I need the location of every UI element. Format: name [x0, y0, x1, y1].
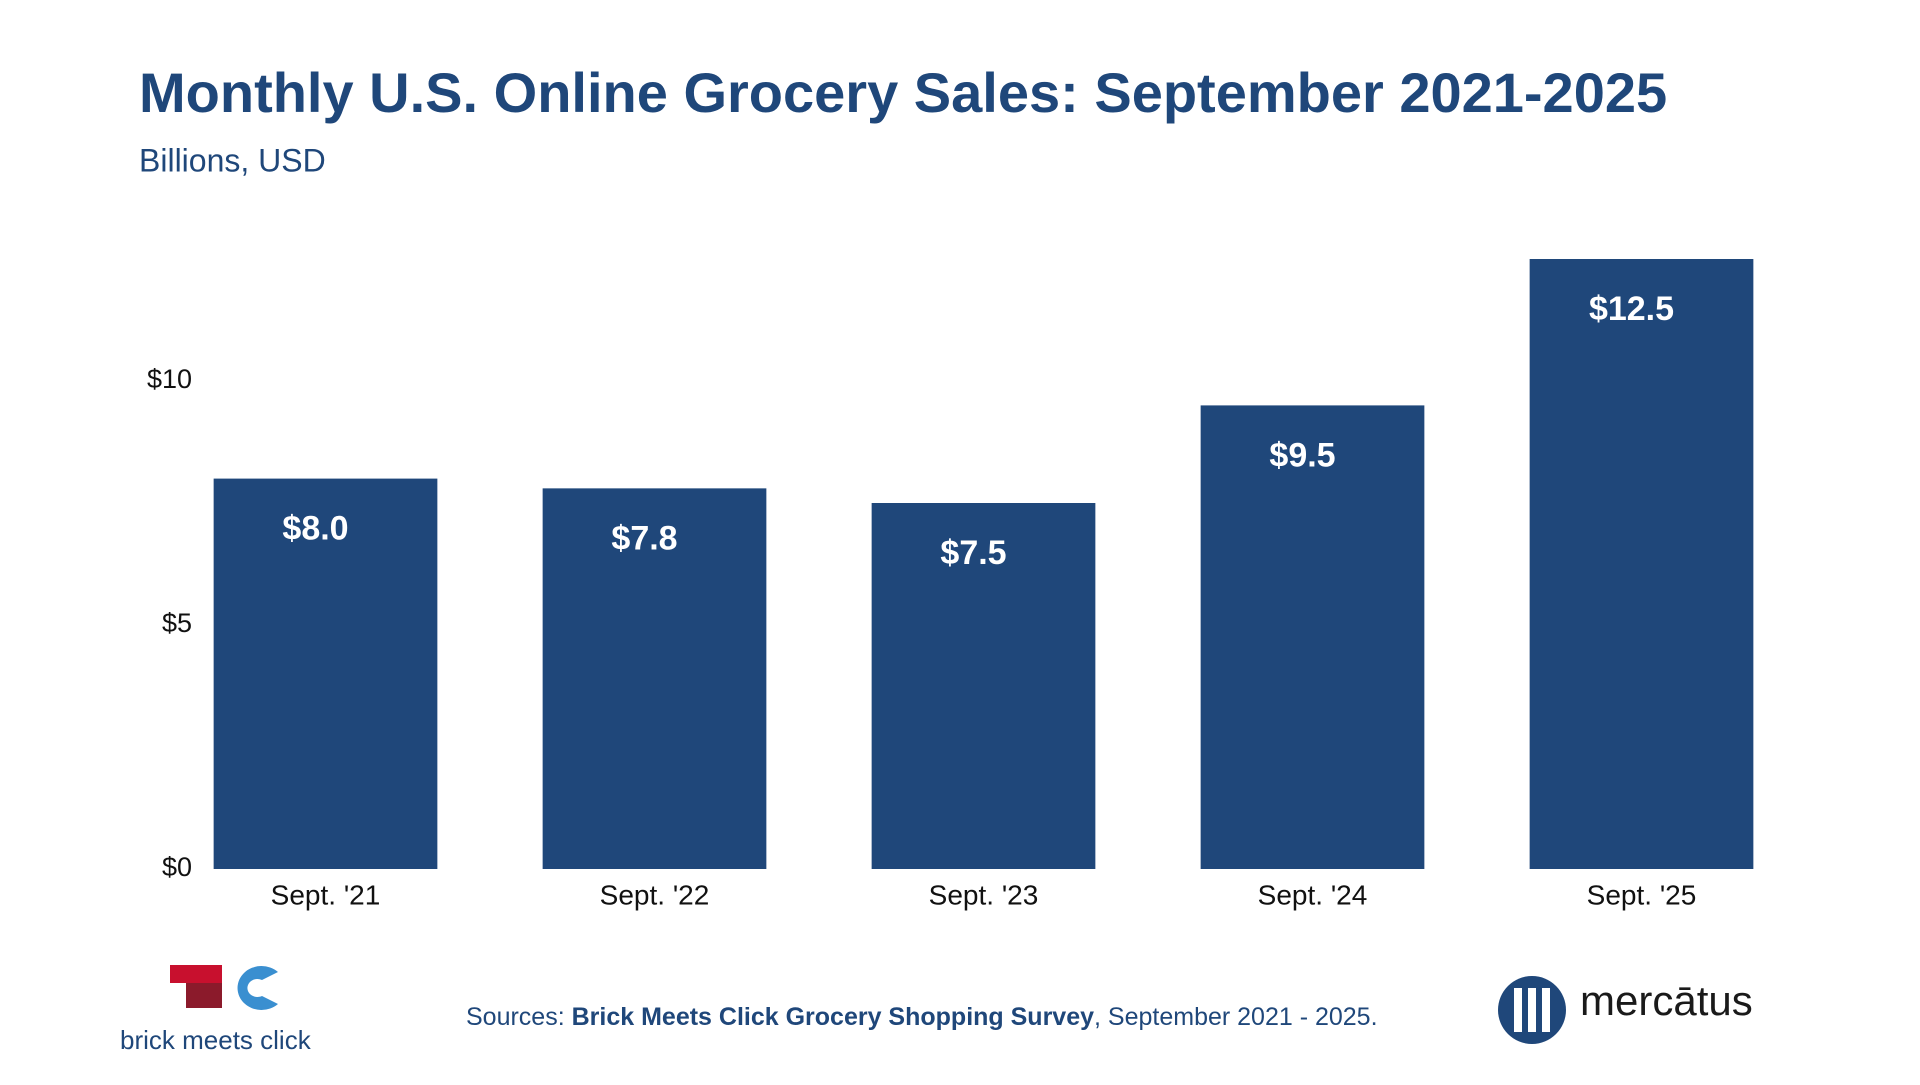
value-label: $8.0 — [282, 510, 348, 548]
logo-shape — [1514, 988, 1522, 1032]
bar — [542, 488, 767, 869]
logo-text: brick meets click — [120, 1025, 312, 1055]
logo-shape — [1542, 988, 1550, 1032]
logo-text: mercātus — [1580, 977, 1753, 1024]
source-suffix: , September 2021 - 2025. — [1094, 1003, 1378, 1031]
logo-shape — [237, 966, 278, 1010]
bar — [871, 503, 1096, 869]
source-prefix: Sources: — [466, 1003, 572, 1031]
value-label: $12.5 — [1589, 290, 1674, 328]
bar — [213, 478, 438, 869]
source-note: Sources: Brick Meets Click Grocery Shopp… — [466, 1003, 1378, 1031]
y-tick-label: $5 — [162, 608, 192, 638]
x-tick-label: Sept. '21 — [271, 879, 381, 910]
chart-subtitle: Billions, USD — [139, 142, 326, 178]
logo-shape — [186, 983, 222, 1008]
chart-title: Monthly U.S. Online Grocery Sales: Septe… — [139, 61, 1667, 124]
x-tick-label: Sept. '25 — [1587, 879, 1697, 910]
brick-meets-click-logo: brick meets click — [120, 965, 312, 1055]
logo-shape — [1528, 988, 1536, 1032]
y-tick-label: $10 — [147, 364, 192, 394]
value-label: $7.5 — [940, 534, 1006, 572]
bar — [1529, 259, 1754, 869]
x-tick-label: Sept. '23 — [929, 879, 1039, 910]
mercatus-logo: mercātus — [1498, 976, 1753, 1044]
y-tick-label: $0 — [162, 852, 192, 882]
value-label: $7.8 — [611, 519, 677, 557]
source-name: Brick Meets Click Grocery Shopping Surve… — [572, 1003, 1094, 1031]
logo-shape — [170, 965, 222, 983]
x-tick-label: Sept. '24 — [1258, 879, 1368, 910]
bar — [1200, 405, 1425, 869]
value-label: $9.5 — [1269, 436, 1335, 474]
x-tick-label: Sept. '22 — [600, 879, 710, 910]
